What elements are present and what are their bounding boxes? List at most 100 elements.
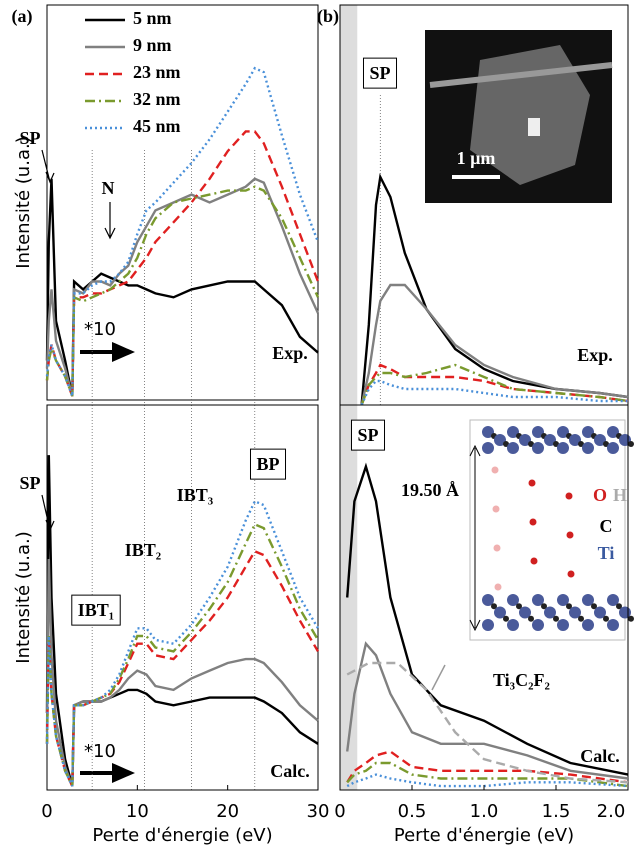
x-tick-label: 30 [307,801,330,822]
o-atom [530,557,538,565]
legend-label: 23 nm [133,62,181,82]
o-atom [491,466,499,474]
series-line [45,455,319,787]
annotation: N [102,178,115,198]
ti-atom [532,619,544,631]
c-atom [616,603,622,610]
ti-atom [482,619,494,631]
series-line [45,66,320,397]
ti-atom [594,606,606,619]
annotation: C [600,516,613,536]
o-atom [492,505,500,513]
ti-atom [544,606,556,619]
ti-atom [507,426,519,438]
series-line [346,641,629,780]
x-tick-label: 0 [334,801,345,822]
c-atom [491,603,497,610]
tem-fiber [429,62,613,88]
sp-arrow [41,149,55,184]
series-line [346,761,629,788]
ti-atom [607,594,619,606]
ti-atom [594,434,606,446]
annotation: SP [357,425,378,445]
ti-atom [532,442,544,454]
c-atom [503,441,509,447]
series-line [346,750,629,784]
annotation: Calc. [580,746,620,766]
c-atom [553,441,559,447]
ti-atom [582,594,594,606]
o-atom [528,479,536,487]
c-atom [603,441,609,447]
series-line [360,363,629,406]
ti-atom [482,442,494,454]
scale-arrow [80,762,135,784]
annotation: H [613,485,627,505]
o-atom [493,544,501,552]
ti-atom [607,426,619,438]
annotation: SP [19,128,40,148]
c-atom [578,441,584,447]
ti-atom [557,426,569,438]
series-line [45,499,320,787]
annotation-box [362,57,398,89]
ti-atom [607,442,619,454]
ti-atom [582,442,594,454]
annotation: IBT₃ [177,485,214,505]
legend-label: 45 nm [133,116,181,136]
ti-atom [582,426,594,438]
o-atom [529,518,537,526]
c-atom [628,441,634,447]
annotation: BP [256,454,279,474]
series-line [346,773,629,788]
c-atom [603,615,609,622]
tem-particle [528,118,540,136]
x-tick-label: 2.0 [597,801,626,822]
c-atom [516,603,522,610]
c-atom [553,615,559,622]
annotation: IBT₂ [125,540,161,560]
shade-band [340,405,358,790]
x-axis-label: Perte d'énergie (eV) [92,825,272,846]
ti-atom [532,426,544,438]
annotation: *10 [84,741,116,762]
x-tick-label: 10 [126,801,149,822]
annotation: (b) [317,6,339,27]
annotation: Ti [598,543,615,563]
annotation: SP [369,63,390,83]
annotation: SP [19,473,40,493]
series-line [45,177,320,397]
o-atom [567,570,575,578]
annotation: 1 µm [457,148,496,168]
legend-label: 9 nm [133,35,172,55]
legend-label: 5 nm [133,8,172,28]
annotation-box [71,594,121,626]
shade-band [340,5,358,405]
scale-arrow [80,341,135,363]
ti-atom [507,442,519,454]
label-leader [431,664,446,691]
legend-label: 32 nm [133,89,181,109]
o-atom [565,492,573,500]
ti-atom [507,594,519,606]
series-line [346,661,629,784]
crystal-structure [469,419,634,641]
o-atom [494,583,502,591]
ti-atom [532,594,544,606]
series-line [360,363,629,406]
c-atom [591,603,597,610]
ti-atom [494,434,506,446]
arrow-heads [469,444,481,632]
series-line [360,283,629,406]
annotation: IBT₁ [78,600,114,620]
y-axis-label: Intensité (u.a.) [13,531,34,663]
ti-atom [569,434,581,446]
c-atom [541,603,547,610]
y-axis-label: Intensité (u.a.) [13,136,34,268]
ti-atom [582,619,594,631]
c-atom [528,441,534,447]
ti-atom [607,619,619,631]
ti-atom [482,594,494,606]
series-line [360,379,628,406]
